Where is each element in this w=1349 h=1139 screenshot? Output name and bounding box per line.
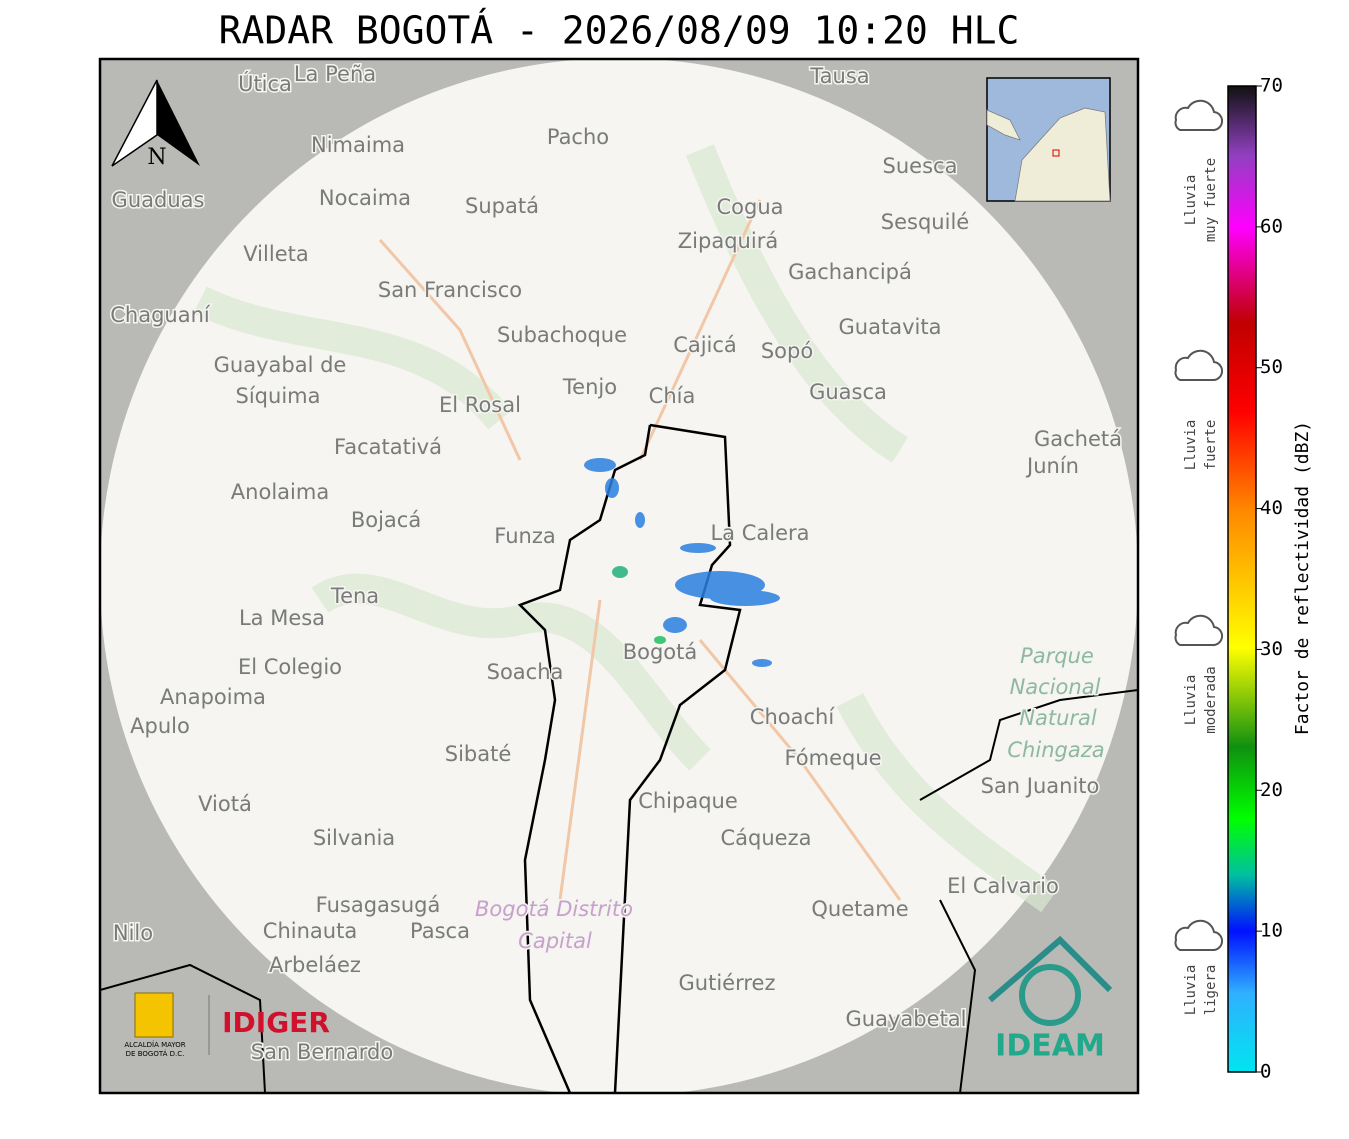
place-label: Zipaquirá xyxy=(678,229,778,253)
place-label: Cáqueza xyxy=(721,826,812,850)
place-label: Sibaté xyxy=(445,742,512,766)
place-label: Facatativá xyxy=(334,435,442,459)
place-label: San Juanito xyxy=(981,774,1100,798)
colorbar-tick-label: 20 xyxy=(1260,779,1283,801)
park-label: Chingaza xyxy=(1007,738,1104,762)
place-label: Nimaima xyxy=(311,133,405,157)
place-label: La Mesa xyxy=(239,606,325,630)
place-label: Guayabetal xyxy=(846,1007,967,1031)
park-label: Parque xyxy=(1020,644,1094,668)
map-frame xyxy=(98,57,1140,1095)
rain-class-label: fuerte xyxy=(1203,420,1219,471)
place-label: San Bernardo xyxy=(251,1040,393,1064)
logo-text: ALCALDÍA MAYOR xyxy=(124,1040,185,1049)
place-label: Anolaima xyxy=(231,480,329,504)
map: Útica La Peña Tausa Pacho Nimaima Guaduas Noca… xyxy=(100,59,1138,1093)
place-label: Chaguaní xyxy=(110,303,211,327)
place-label: Villeta xyxy=(243,242,308,266)
place-label: Cajicá xyxy=(673,333,737,357)
north-label: N xyxy=(147,145,166,170)
place-label: Chía xyxy=(649,384,696,408)
colorbar-tick-label: 50 xyxy=(1260,356,1283,378)
park-label: Nacional xyxy=(1010,675,1101,699)
place-label: El Rosal xyxy=(439,393,521,417)
colorbar-tick-label: 70 xyxy=(1260,75,1283,97)
inset-map xyxy=(986,77,1111,202)
place-label: Gachancipá xyxy=(788,260,912,284)
rain-class-label: Lluvia xyxy=(1183,420,1199,471)
place-label: Chinauta xyxy=(263,919,357,943)
place-label: Nilo xyxy=(113,921,153,945)
rain-class-label: moderada xyxy=(1203,666,1219,733)
weather-icon xyxy=(1174,919,1223,952)
place-label: Silvania xyxy=(313,826,395,850)
place-label: Síquima xyxy=(236,384,321,408)
district-label: Capital xyxy=(518,929,592,953)
place-label: Fusagasugá xyxy=(316,893,441,917)
weather-icon xyxy=(1174,614,1223,647)
logos: ALCALDÍA MAYOR DE BOGOTÁ D.C. IDIGER IDE… xyxy=(124,935,1113,1064)
place-label: Suesca xyxy=(883,154,958,178)
colorbar-tick-label: 60 xyxy=(1260,215,1283,237)
place-label: Gutiérrez xyxy=(679,971,776,995)
place-label: El Calvario xyxy=(947,874,1059,898)
place-label: Quetame xyxy=(811,897,908,921)
place-label: La Calera xyxy=(710,521,809,545)
place-label: Anapoima xyxy=(160,685,266,709)
place-label: Sesquilé xyxy=(881,210,969,234)
logo-text: DE BOGOTÁ D.C. xyxy=(126,1049,185,1058)
rain-class-label: Lluvia xyxy=(1183,675,1199,726)
place-label: Bojacá xyxy=(351,508,421,532)
colorbar-label: Factor de reflectividad (dBZ) xyxy=(1292,421,1313,735)
place-label: Bogotá xyxy=(623,640,698,664)
place-label: Guaduas xyxy=(112,188,205,212)
district-label: Bogotá Distrito xyxy=(475,897,633,921)
logo-text: IDEAM xyxy=(995,1029,1105,1064)
place-label: Subachoque xyxy=(497,323,627,347)
north-arrow: N xyxy=(111,79,200,170)
place-label: San Francisco xyxy=(378,278,522,302)
place-label: Guayabal de xyxy=(214,353,347,377)
place-label: Soacha xyxy=(487,660,564,684)
place-label: La Peña xyxy=(294,62,376,86)
colorbar-tick-label: 0 xyxy=(1260,1061,1271,1083)
weather-icon xyxy=(1174,349,1223,382)
place-label: Útica xyxy=(238,71,292,96)
place-label: Guatavita xyxy=(839,315,942,339)
logo-text: IDIGER xyxy=(222,1006,330,1039)
place-label: Junín xyxy=(1025,454,1079,478)
weather-icon xyxy=(1174,99,1223,132)
park-label: Natural xyxy=(1019,706,1097,730)
place-label: Apulo xyxy=(130,714,190,738)
colorbar-tick-label: 30 xyxy=(1260,638,1283,660)
place-label: Tenjo xyxy=(562,375,617,399)
place-label: Pasca xyxy=(410,919,470,943)
rain-class-label: Lluvia xyxy=(1183,175,1199,226)
rain-class-label: ligera xyxy=(1203,965,1219,1016)
place-label: Funza xyxy=(494,524,555,548)
place-label: Cogua xyxy=(716,195,783,219)
place-label: Arbeláez xyxy=(269,953,361,977)
place-label: Fómeque xyxy=(784,746,881,770)
place-label: Tena xyxy=(330,584,379,608)
place-label: Choachí xyxy=(750,705,836,729)
radar-echoes xyxy=(584,458,780,667)
place-label: Chipaque xyxy=(638,789,738,813)
place-label: Nocaima xyxy=(319,186,411,210)
place-label: Supatá xyxy=(465,194,539,218)
rain-class-label: Lluvia xyxy=(1183,965,1199,1016)
rain-class-label: muy fuerte xyxy=(1203,158,1219,242)
colorbar-tick-label: 10 xyxy=(1260,920,1283,942)
place-label: Sopó xyxy=(761,339,813,363)
colorbar xyxy=(1227,85,1257,1073)
place-label: Tausa xyxy=(809,64,869,88)
place-label: El Colegio xyxy=(238,655,342,679)
colorbar-tick-label: 40 xyxy=(1260,497,1283,519)
place-label: Pacho xyxy=(547,125,609,149)
place-label: Viotá xyxy=(198,792,252,816)
title: RADAR BOGOTÁ - 2026/08/09 10:20 HLC xyxy=(219,9,1020,53)
place-label: Guasca xyxy=(809,380,887,404)
place-label: Gachetá xyxy=(1034,427,1122,451)
